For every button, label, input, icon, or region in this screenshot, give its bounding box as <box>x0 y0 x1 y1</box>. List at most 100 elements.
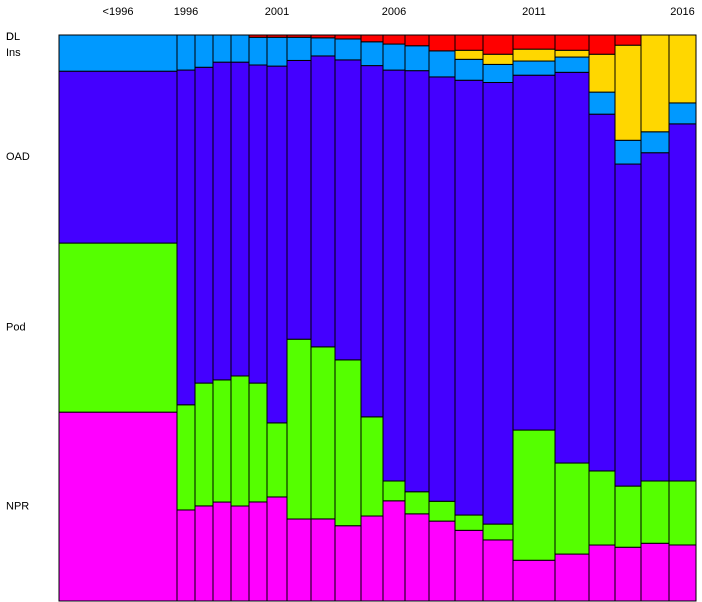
segment <box>482 53 514 65</box>
legend-label: NPR <box>6 500 29 512</box>
x-tick-label: 2016 <box>670 6 694 18</box>
segment <box>428 520 456 602</box>
segment <box>614 546 642 602</box>
segment <box>554 71 590 464</box>
segment <box>286 338 312 520</box>
segment <box>512 429 556 561</box>
segment <box>640 480 670 544</box>
x-tick-label: 2006 <box>382 6 406 18</box>
segment <box>58 70 178 244</box>
segment <box>454 34 484 51</box>
legend-label: D <box>6 31 14 43</box>
segment <box>614 44 642 141</box>
segment <box>454 529 484 602</box>
segment <box>176 69 196 406</box>
segment <box>310 518 336 602</box>
segment <box>360 34 384 43</box>
segment <box>614 34 642 46</box>
segment <box>360 515 384 602</box>
x-tick-label: 2001 <box>265 6 289 18</box>
segment <box>194 66 214 384</box>
segment <box>248 34 268 38</box>
segment <box>286 34 312 38</box>
segment <box>554 553 590 602</box>
segment <box>212 61 232 381</box>
segment <box>334 59 362 361</box>
segment <box>512 559 556 602</box>
segment <box>360 41 384 67</box>
segment <box>58 34 178 72</box>
segment <box>482 63 514 83</box>
segment <box>428 50 456 78</box>
segment <box>588 544 616 602</box>
segment <box>266 422 288 498</box>
segment <box>454 79 484 516</box>
segment <box>360 65 384 418</box>
segment <box>614 163 642 487</box>
segment <box>310 55 336 348</box>
segment <box>588 53 616 93</box>
segment <box>640 542 670 602</box>
segment <box>668 34 697 104</box>
segment <box>212 379 232 503</box>
segment <box>404 45 430 72</box>
x-tick-label: <1996 <box>103 6 134 18</box>
segment <box>248 64 268 384</box>
segment <box>286 36 312 61</box>
segment <box>230 505 250 602</box>
segment <box>310 346 336 520</box>
segment <box>640 34 670 133</box>
segment <box>212 34 232 63</box>
segment <box>382 69 406 482</box>
x-tick-label: 2011 <box>522 6 546 18</box>
segment <box>640 152 670 482</box>
segment <box>428 76 456 502</box>
segment <box>230 375 250 507</box>
segment <box>58 411 178 602</box>
segment <box>194 34 214 68</box>
segment <box>668 480 697 546</box>
segment <box>614 139 642 165</box>
segment <box>248 36 268 66</box>
legend-label: OAD <box>6 151 30 163</box>
segment <box>404 70 430 493</box>
segment <box>212 501 232 602</box>
segment <box>588 470 616 546</box>
segment <box>382 34 406 45</box>
segment <box>554 56 590 73</box>
segment <box>58 242 178 413</box>
segment <box>248 501 268 602</box>
segment <box>360 416 384 517</box>
legend-label: Pod <box>6 322 26 334</box>
segment <box>176 404 196 511</box>
segment <box>404 34 430 47</box>
segment <box>512 48 556 62</box>
segment <box>266 496 288 602</box>
segment <box>176 34 196 71</box>
segment <box>428 500 456 522</box>
segment <box>454 49 484 60</box>
segment <box>482 539 514 602</box>
segment <box>266 36 288 67</box>
segment <box>194 505 214 602</box>
segment <box>428 34 456 52</box>
segment <box>194 382 214 507</box>
segment <box>382 480 406 502</box>
segment <box>248 382 268 503</box>
segment <box>334 34 362 40</box>
segment <box>640 131 670 154</box>
segment <box>512 74 556 431</box>
segment <box>588 91 616 115</box>
segment <box>382 43 406 71</box>
segment <box>176 509 196 602</box>
segment <box>614 485 642 548</box>
segment <box>230 34 250 63</box>
segment <box>554 34 590 51</box>
segment <box>310 37 336 57</box>
segment <box>668 123 697 482</box>
segment <box>334 38 362 61</box>
segment <box>588 113 616 472</box>
legend-label: Ins <box>6 47 21 59</box>
segment <box>668 102 697 125</box>
